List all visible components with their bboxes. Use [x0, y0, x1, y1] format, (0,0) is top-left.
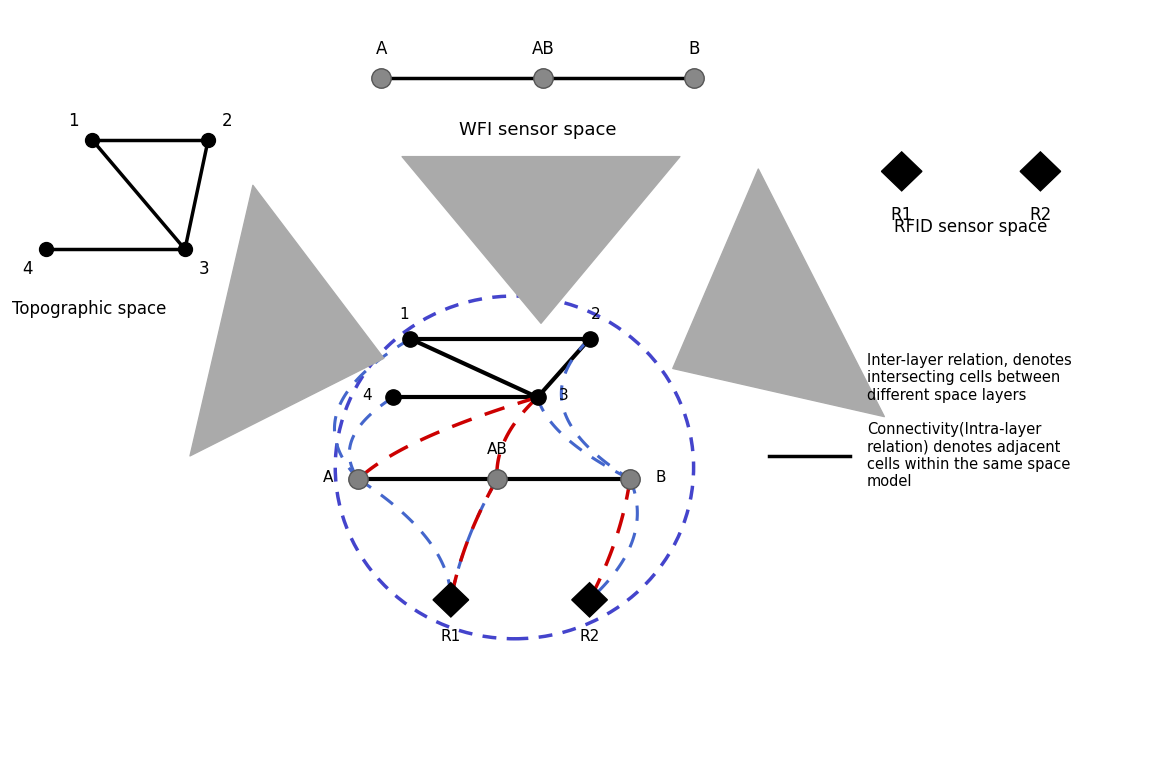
Text: 2: 2: [591, 307, 600, 322]
Text: Connectivity(Intra-layer
relation) denotes adjacent
cells within the same space
: Connectivity(Intra-layer relation) denot…: [867, 422, 1070, 489]
Text: B: B: [655, 470, 666, 485]
Text: A: A: [323, 470, 333, 485]
Text: 1: 1: [68, 111, 79, 130]
Text: R1: R1: [440, 629, 461, 644]
Polygon shape: [881, 152, 921, 191]
Text: Topographic space: Topographic space: [12, 300, 166, 318]
Polygon shape: [572, 583, 607, 617]
Text: A: A: [376, 41, 387, 58]
Polygon shape: [434, 583, 468, 617]
Text: Inter-layer relation, denotes
intersecting cells between
different space layers: Inter-layer relation, denotes intersecti…: [867, 353, 1072, 403]
Text: 3: 3: [199, 259, 209, 278]
Text: 1: 1: [400, 307, 409, 322]
Text: B: B: [688, 41, 699, 58]
Text: 4: 4: [22, 259, 32, 278]
Text: AB: AB: [532, 41, 555, 58]
Polygon shape: [1020, 152, 1060, 191]
Text: R2: R2: [1029, 206, 1052, 224]
Text: AB: AB: [487, 442, 507, 457]
Text: WFI sensor space: WFI sensor space: [459, 121, 616, 139]
Text: RFID sensor space: RFID sensor space: [895, 218, 1047, 236]
Text: 4: 4: [363, 388, 372, 404]
Text: 2: 2: [222, 111, 232, 130]
Text: R2: R2: [579, 629, 600, 644]
Text: R1: R1: [890, 206, 913, 224]
Text: 3: 3: [558, 388, 568, 404]
